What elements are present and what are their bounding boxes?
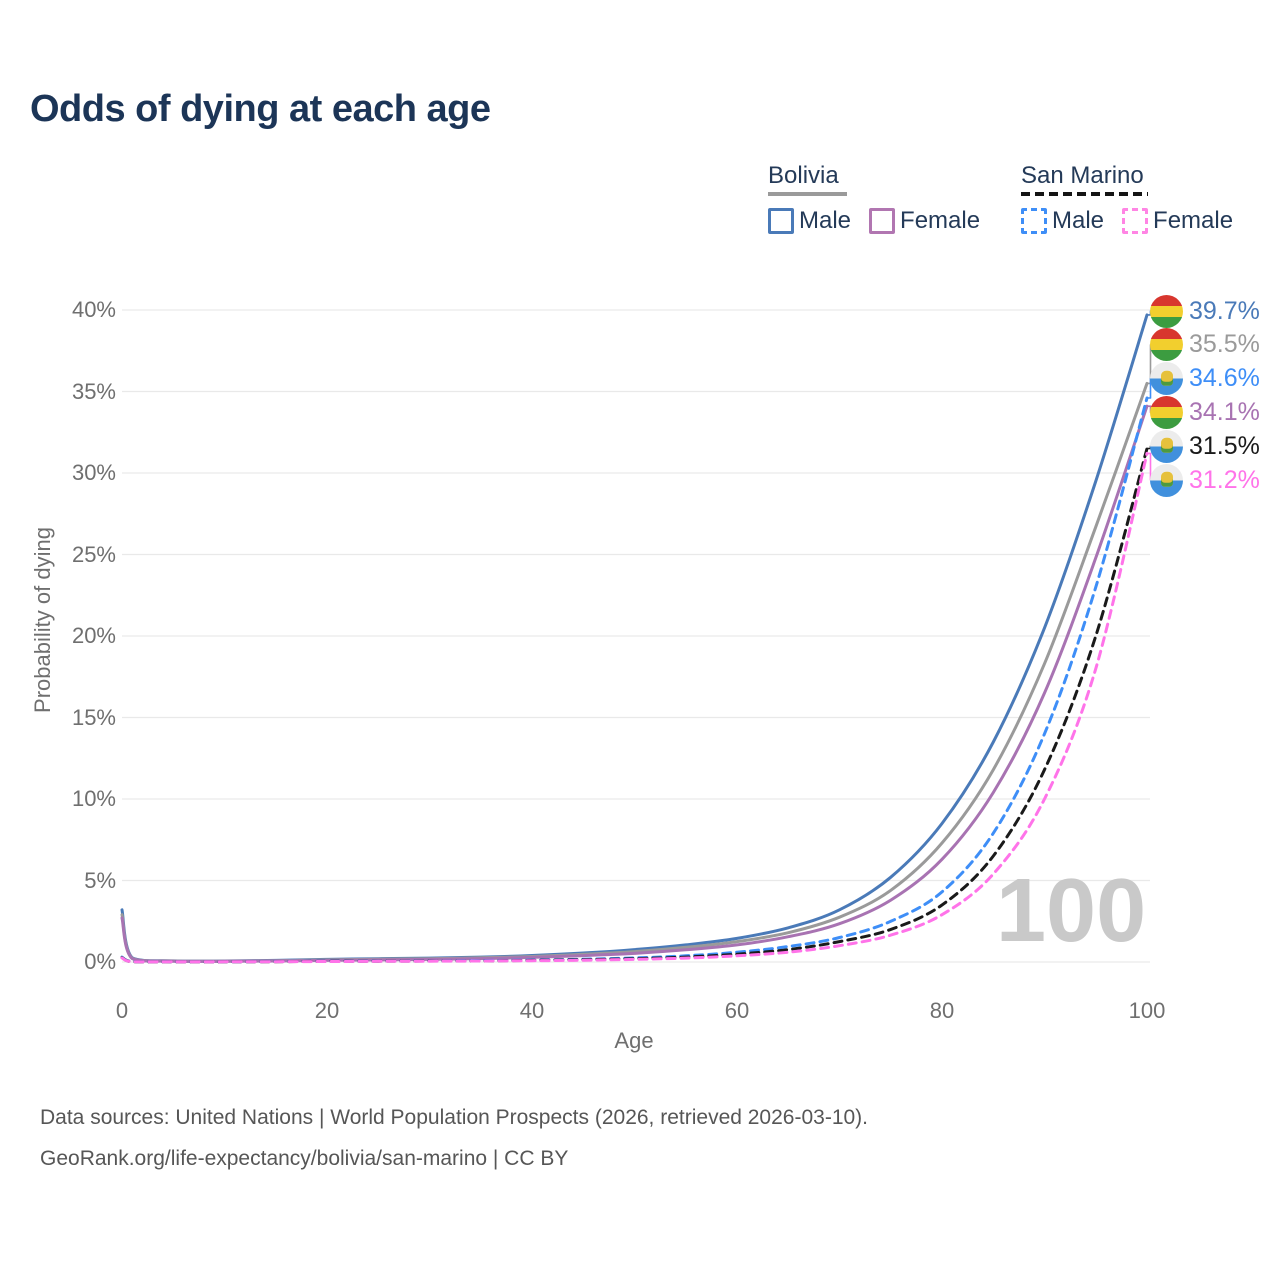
end-label-value: 34.1% <box>1189 397 1260 426</box>
y-tick-label: 40% <box>71 297 116 322</box>
legend-swatch-san-marino-male[interactable] <box>1021 208 1047 235</box>
legend-group-bolivia: Bolivia Male Female <box>768 162 981 235</box>
series-line-bolivia-male[interactable] <box>120 313 1149 963</box>
x-tick-label: 60 <box>724 998 750 1023</box>
legend-label-san-marino-male[interactable]: Male <box>1052 207 1105 235</box>
x-axis-title: Age <box>614 1028 654 1053</box>
legend-group-title-bolivia: Bolivia <box>768 162 839 189</box>
series-line-san-marino-female[interactable] <box>120 451 1149 964</box>
san-marino-flag-icon <box>1150 362 1183 396</box>
san-marino-crest-icon <box>1160 370 1173 386</box>
san-marino-flag-icon <box>1150 463 1183 497</box>
y-tick-label: 10% <box>71 786 116 811</box>
x-tick-label: 80 <box>929 998 955 1023</box>
end-label-bolivia-female: 34.1% <box>1150 395 1260 429</box>
attribution-text: GeoRank.org/life-expectancy/bolivia/san-… <box>40 1147 569 1170</box>
series-line-san-marino-male[interactable] <box>120 396 1149 964</box>
end-label-value: 31.2% <box>1189 465 1260 494</box>
y-tick-label: 25% <box>71 541 116 567</box>
series-line-bolivia-female[interactable] <box>120 404 1149 963</box>
legend-label-san-marino-female[interactable]: Female <box>1153 207 1234 235</box>
series-line-san-marino-both-sexes[interactable] <box>120 447 1149 964</box>
legend-swatch-bolivia-female[interactable] <box>869 208 896 235</box>
end-label-bolivia-both-sexes: 35.5% <box>1150 328 1260 362</box>
end-label-value: 34.6% <box>1189 364 1260 393</box>
data-sources-text: Data sources: United Nations | World Pop… <box>40 1106 869 1129</box>
y-tick-label: 35% <box>71 378 116 404</box>
end-label-san-marino-both-sexes: 31.5% <box>1150 429 1260 463</box>
y-tick-label: 15% <box>71 704 116 730</box>
end-label-value: 39.7% <box>1189 296 1260 325</box>
bolivia-flag-icon <box>1150 328 1183 362</box>
end-label-san-marino-male: 34.6% <box>1150 362 1260 396</box>
legend-swatch-bolivia-male[interactable] <box>768 208 794 235</box>
end-label-bolivia-male: 39.7% <box>1150 294 1260 328</box>
series-line-bolivia-both-sexes[interactable] <box>120 381 1149 963</box>
san-marino-crest-icon <box>1160 471 1173 487</box>
end-label-value: 31.5% <box>1189 431 1260 460</box>
legend-label-bolivia-male[interactable]: Male <box>799 207 852 235</box>
san-marino-flag-icon <box>1150 429 1183 463</box>
san-marino-line-swatch <box>1021 192 1148 197</box>
y-tick-label: 20% <box>71 623 116 648</box>
age-watermark: 100 <box>996 861 1147 961</box>
x-tick-label: 0 <box>115 998 129 1023</box>
x-tick-label: 40 <box>519 998 545 1023</box>
x-tick-label: 100 <box>1128 998 1166 1023</box>
bolivia-line-swatch <box>768 192 847 197</box>
bolivia-flag-icon <box>1150 395 1183 429</box>
legend-swatch-san-marino-female[interactable] <box>1122 208 1149 235</box>
x-tick-label: 20 <box>314 998 340 1023</box>
y-tick-label: 5% <box>84 867 116 893</box>
page-title: Odds of dying at each age <box>30 88 491 130</box>
bolivia-flag-icon <box>1150 294 1183 328</box>
legend-label-bolivia-female[interactable]: Female <box>900 207 981 235</box>
y-tick-label: 30% <box>71 460 116 485</box>
legend-group-san-marino: San Marino Male Female <box>1021 162 1234 235</box>
end-label-value: 35.5% <box>1189 330 1260 359</box>
end-label-san-marino-female: 31.2% <box>1150 463 1260 497</box>
legend-group-title-san-marino: San Marino <box>1021 162 1144 189</box>
y-tick-label: 0% <box>84 949 116 974</box>
footer: Data sources: United Nations | World Pop… <box>40 1106 868 1188</box>
san-marino-crest-icon <box>1160 437 1173 453</box>
